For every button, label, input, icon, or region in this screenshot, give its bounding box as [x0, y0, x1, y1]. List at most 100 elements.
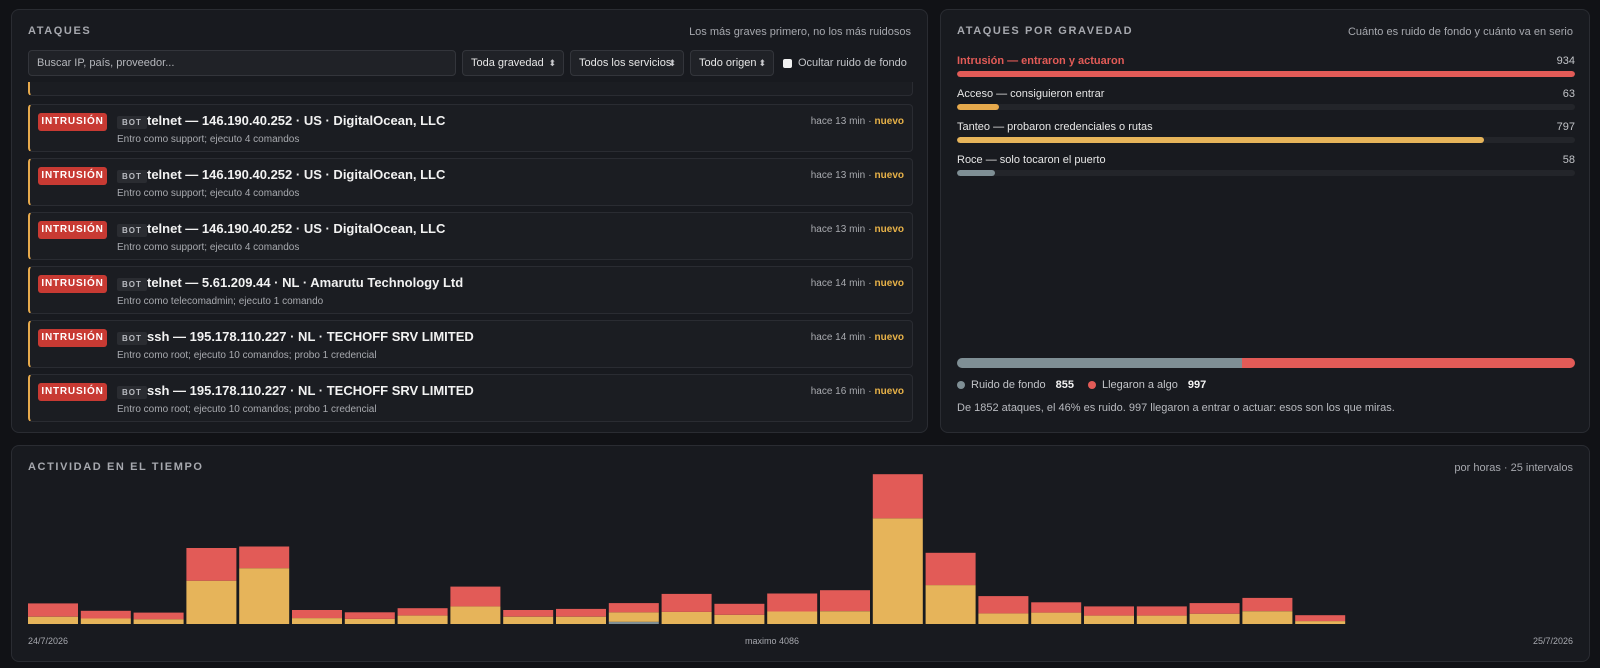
activity-bar-segment	[503, 616, 554, 624]
activity-bar-segment	[1242, 611, 1293, 624]
bot-tag: BOT	[117, 116, 147, 129]
severity-item: Acceso — consiguieron entrar 63	[957, 88, 1575, 118]
attack-time-value: hace 13 min	[810, 170, 866, 181]
legend-reached: Llegaron a algo 997	[1088, 379, 1206, 391]
severity-title: ATAQUES POR GRAVEDAD	[957, 25, 1134, 37]
axis-end-label: 25/7/2026	[1532, 636, 1573, 646]
list-item[interactable]: INTRUSIÓN BOT ssh — 195.178.110.227 · NL ·…	[28, 320, 913, 368]
activity-bar-segment	[239, 568, 290, 624]
hide-noise-toggle[interactable]: Ocultar ruido de fondo	[783, 57, 907, 69]
severity-item-label: Acceso — consiguieron entrar	[957, 88, 1105, 100]
attack-title: telnet — 146.190.40.252 · US · DigitalOc…	[147, 221, 446, 236]
activity-bar-segment	[239, 546, 290, 569]
noise-split-bar	[957, 358, 1575, 368]
status-badge: nuevo	[874, 116, 904, 127]
chevron-updown-icon: ⬍	[758, 58, 766, 68]
severity-item-fill	[957, 170, 996, 176]
activity-bar-segment	[661, 611, 712, 624]
activity-bar-segment	[978, 613, 1029, 624]
list-item[interactable]: INTRUSIÓN BOT telnet — 146.190.40.252 · US…	[28, 158, 913, 206]
activity-bar-segment	[714, 614, 765, 624]
chevron-updown-icon: ⬍	[668, 58, 676, 68]
severity-badge: INTRUSIÓN	[38, 329, 107, 347]
activity-bar-segment	[556, 616, 606, 624]
severity-item-count: 63	[1562, 88, 1575, 100]
separator: ·	[868, 386, 872, 397]
activity-bar-segment	[1295, 621, 1346, 624]
activity-bar-segment	[556, 608, 606, 617]
activity-bar-segment	[503, 610, 554, 617]
attack-time-value: hace 13 min	[810, 116, 866, 127]
origin-filter-select[interactable]: Todo origen ⬍	[690, 50, 774, 76]
list-item[interactable]: INTRUSIÓN BOT telnet — 5.61.209.44 · NL · …	[28, 266, 913, 314]
activity-bar-segment	[28, 616, 78, 624]
activity-bar-segment	[1136, 615, 1187, 624]
activity-bar-segment	[608, 612, 659, 622]
severity-item-label: Tanteo — probaron credenciales o rutas	[957, 121, 1153, 133]
activity-bar-segment	[1084, 606, 1134, 616]
attack-time-value: hace 16 min	[810, 386, 866, 397]
severity-badge: INTRUSIÓN	[38, 383, 107, 401]
status-badge: nuevo	[874, 332, 904, 343]
hide-noise-checkbox[interactable]	[783, 58, 792, 68]
attack-description: Entro como root; ejecuto 10 comandos; pr…	[117, 404, 377, 415]
list-item[interactable]: INTRUSIÓN BOT telnet — 146.190.40.252 · US…	[28, 104, 913, 152]
attack-time: hace 14 min · nuevo	[811, 332, 904, 343]
search-input[interactable]	[28, 50, 456, 76]
status-badge: nuevo	[874, 278, 904, 289]
activity-bar-segment	[1189, 613, 1240, 624]
list-item[interactable]: INTRUSIÓN BOT telnet — 146.190.40.252 · US…	[28, 212, 913, 260]
attacks-title: ATAQUES	[28, 25, 92, 37]
activity-bar-segment	[1189, 603, 1240, 614]
legend-reached-count: 997	[1187, 379, 1207, 391]
severity-item-fill	[957, 71, 1575, 77]
bot-tag: BOT	[117, 224, 147, 237]
severity-filter-select[interactable]: Toda gravedad ⬍	[462, 50, 564, 76]
severity-item-label: Intrusión — entraron y actuaron	[957, 55, 1125, 67]
severity-item-label: Roce — solo tocaron el puerto	[957, 154, 1106, 166]
activity-chart	[28, 474, 1346, 624]
activity-panel: ACTIVIDAD EN EL TIEMPO por horas · 25 in…	[11, 445, 1590, 662]
activity-bar-segment	[80, 610, 131, 619]
bot-tag: BOT	[117, 170, 147, 183]
legend-dot-icon	[957, 381, 965, 389]
severity-item-track	[957, 104, 1575, 110]
status-badge: nuevo	[874, 224, 904, 235]
list-item-partial[interactable]	[28, 82, 913, 96]
activity-bar-segment	[1031, 602, 1082, 613]
activity-bar-segment	[608, 603, 659, 613]
attack-title: telnet — 146.190.40.252 · US · DigitalOc…	[147, 113, 446, 128]
service-filter-select[interactable]: Todos los servicios ⬍	[570, 50, 684, 76]
activity-bar-segment	[872, 518, 923, 624]
attack-description: Entro como support; ejecuto 4 comandos	[117, 188, 300, 199]
legend-noise-label: Ruido de fondo	[971, 379, 1046, 391]
severity-item-track	[957, 71, 1575, 77]
severity-panel: ATAQUES POR GRAVEDAD Cuánto es ruido de …	[940, 9, 1590, 433]
status-badge: nuevo	[874, 386, 904, 397]
severity-item: Roce — solo tocaron el puerto 58	[957, 154, 1575, 184]
bot-tag: BOT	[117, 278, 147, 291]
activity-bar-segment	[397, 608, 448, 616]
severity-item-track	[957, 170, 1575, 176]
chevron-updown-icon: ⬍	[548, 58, 556, 68]
axis-start-label: 24/7/2026	[28, 636, 69, 646]
severity-badge: INTRUSIÓN	[38, 113, 107, 131]
origin-filter-value: Todo origen	[699, 57, 757, 69]
attack-list: INTRUSIÓN BOT telnet — 146.190.40.252 · US…	[28, 82, 913, 428]
attack-time: hace 13 min · nuevo	[811, 170, 904, 181]
severity-badge: INTRUSIÓN	[38, 275, 107, 293]
attacks-subtitle: Los más graves primero, no los más ruido…	[689, 26, 911, 38]
activity-bar-segment	[292, 618, 342, 624]
activity-bar-segment	[450, 606, 501, 624]
separator: ·	[868, 170, 872, 181]
severity-item-track	[957, 137, 1575, 143]
activity-bar-segment	[80, 618, 131, 624]
activity-bar-segment	[1084, 615, 1134, 624]
activity-bar-segment	[1031, 612, 1082, 624]
activity-bar-segment	[133, 619, 184, 624]
activity-bar-segment	[608, 621, 659, 624]
severity-summary: De 1852 ataques, el 46% es ruido. 997 ll…	[957, 402, 1395, 414]
list-item[interactable]: INTRUSIÓN BOT ssh — 195.178.110.227 · NL ·…	[28, 374, 913, 422]
status-badge: nuevo	[874, 170, 904, 181]
activity-bar-segment	[344, 612, 395, 619]
